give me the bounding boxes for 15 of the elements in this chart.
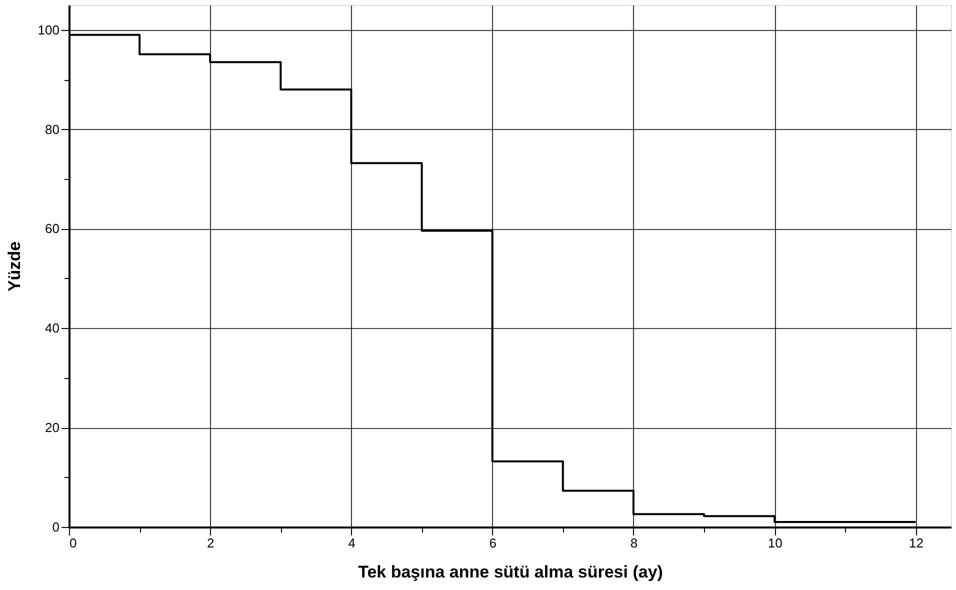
- y-axis-title: Yüzde: [4, 241, 24, 292]
- y-tick-label: 20: [45, 420, 60, 436]
- y-tick-label: 40: [45, 320, 60, 336]
- x-tick-label: 4: [348, 536, 356, 550]
- x-tick-label: 10: [768, 536, 782, 550]
- x-tick-label: 2: [207, 536, 214, 550]
- x-tick-label: 8: [630, 536, 638, 550]
- x-tick-label: 12: [908, 536, 924, 550]
- y-tick-label: 60: [45, 221, 60, 236]
- x-tick-label: 6: [489, 536, 496, 550]
- x-tick-label: 0: [70, 536, 77, 550]
- y-tick-label: 80: [45, 122, 60, 137]
- y-tick-label: 0: [52, 520, 60, 534]
- x-axis-title: Tek başına anne sütü alma süresi (ay): [358, 562, 663, 582]
- y-tick-label: 100: [38, 22, 60, 38]
